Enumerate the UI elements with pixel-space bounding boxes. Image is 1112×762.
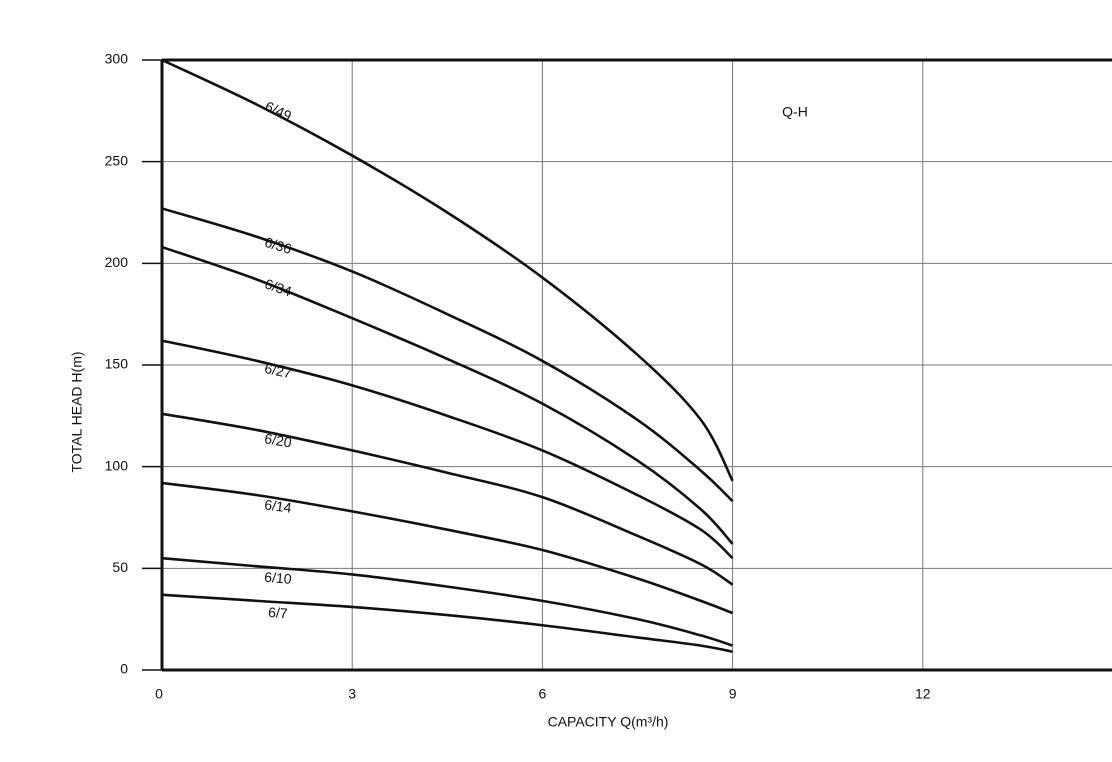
curve-label: 6/7 bbox=[268, 604, 289, 621]
y-tick-label: 100 bbox=[105, 457, 129, 473]
y-tick-label: 300 bbox=[105, 51, 129, 67]
curve bbox=[161, 556, 733, 647]
curve-label: 6/36 bbox=[263, 234, 294, 257]
curve bbox=[161, 339, 734, 560]
x-tick-label: 6 bbox=[539, 686, 547, 702]
curve bbox=[161, 207, 734, 503]
x-tick-label: 9 bbox=[729, 686, 737, 702]
curve bbox=[161, 245, 734, 545]
y-tick-label: 0 bbox=[120, 661, 128, 677]
curve-label: 6/34 bbox=[263, 276, 294, 300]
y-tick-label: 50 bbox=[112, 559, 128, 575]
x-tick-label: 0 bbox=[155, 686, 163, 702]
curve bbox=[161, 593, 733, 653]
x-axis-label: CAPACITY Q(m³/h) bbox=[548, 714, 669, 730]
curve-label: 6/10 bbox=[264, 569, 293, 587]
annotation: Q-H bbox=[782, 104, 808, 120]
y-axis-label: TOTAL HEAD H(m) bbox=[69, 351, 85, 472]
curve-label: 6/27 bbox=[263, 360, 293, 381]
curve-label: 6/20 bbox=[263, 430, 293, 450]
curve bbox=[161, 412, 734, 586]
y-tick-label: 150 bbox=[105, 356, 129, 372]
curve-label: 6/14 bbox=[263, 496, 292, 515]
x-tick-label: 3 bbox=[348, 686, 356, 702]
y-tick-label: 200 bbox=[105, 254, 129, 270]
x-tick-label: 12 bbox=[915, 686, 931, 702]
y-tick-label: 250 bbox=[105, 152, 129, 168]
curve bbox=[161, 481, 734, 615]
curve bbox=[161, 58, 734, 482]
